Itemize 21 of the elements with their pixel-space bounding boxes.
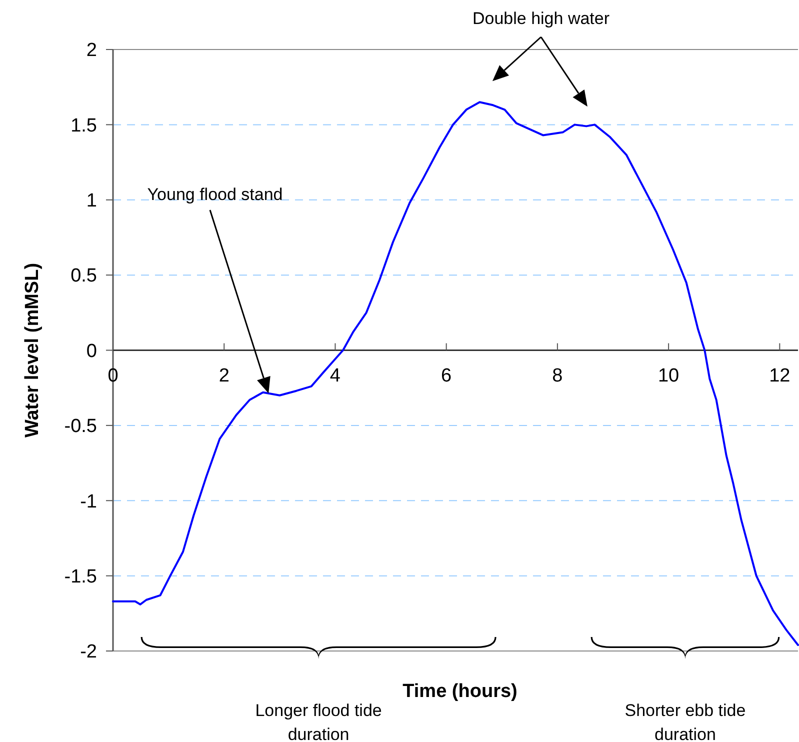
x-tick-label: 2 <box>218 365 230 386</box>
y-tick-label: 2 <box>86 40 97 62</box>
y-tick-label: 1.5 <box>70 115 97 136</box>
y-tick-label: -2 <box>80 642 97 663</box>
annotation: Young flood stand <box>147 185 283 204</box>
y-tick-label: 0.5 <box>70 266 97 287</box>
x-tick-label: 12 <box>769 365 790 386</box>
x-tick-label: 4 <box>330 365 341 386</box>
x-tick-label: 8 <box>552 365 563 386</box>
x-axis-title: Time (hours) <box>402 681 518 702</box>
text: Double high water <box>472 9 610 28</box>
text: Shorter ebb tide duration <box>624 701 746 742</box>
y-tick-label: 1 <box>86 190 97 212</box>
y-tick-label: -1 <box>80 491 97 512</box>
y-axis-title: Water level (mMSL) <box>22 262 43 438</box>
y-tick-label: -0.5 <box>64 416 97 438</box>
text: Longer flood tide duration <box>255 701 382 742</box>
y-tick-label: -1.5 <box>64 566 97 588</box>
y-tick-label: 0 <box>86 340 97 362</box>
x-tick-label: 10 <box>658 365 680 386</box>
x-tick-label: 6 <box>441 365 452 386</box>
